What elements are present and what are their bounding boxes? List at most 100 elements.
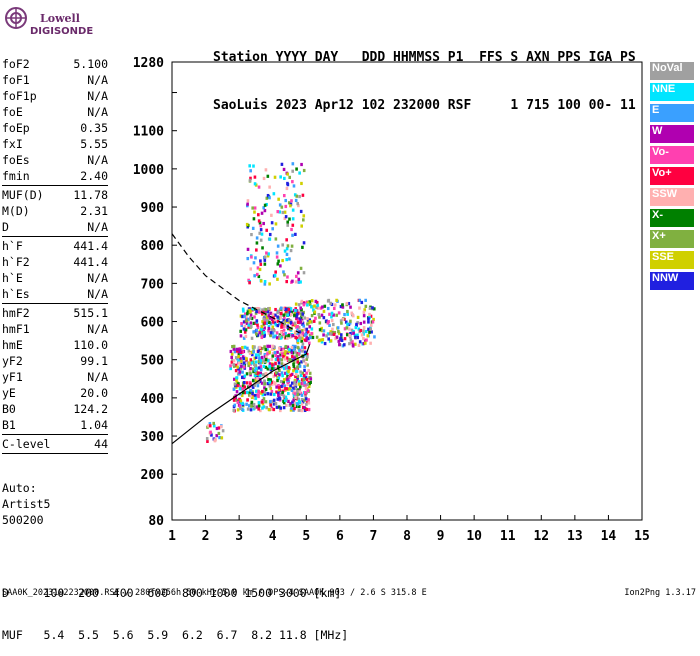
echo-point (305, 352, 309, 357)
echo-point (253, 206, 257, 210)
echo-point (265, 251, 268, 255)
echo-point (249, 408, 253, 412)
echo-point (248, 393, 251, 397)
echo-point (281, 374, 284, 378)
echo-point (251, 385, 255, 389)
echo-point (310, 299, 314, 303)
echo-point (372, 317, 375, 322)
logo-line2: DIGISONDE (30, 26, 94, 37)
x-tick-label: 9 (437, 529, 445, 544)
echo-point (323, 341, 327, 346)
echo-point (257, 213, 260, 217)
echo-point (274, 237, 278, 241)
echo-point (284, 331, 287, 336)
echo-point (232, 408, 236, 413)
echo-point (290, 381, 294, 385)
echo-point (256, 266, 260, 270)
echo-point (285, 186, 289, 191)
echo-point (274, 353, 278, 358)
echo-point (298, 400, 302, 405)
echo-point (338, 343, 341, 347)
param-row: D N/A (2, 219, 108, 235)
echo-point (266, 174, 270, 178)
x-tick-label: 10 (466, 529, 482, 544)
echo-point (250, 395, 254, 400)
echo-point (243, 330, 247, 334)
echo-point (368, 312, 371, 317)
y-tick-label: 200 (141, 468, 165, 483)
echo-point (285, 336, 289, 340)
x-tick-label: 7 (370, 529, 378, 544)
echo-point (237, 367, 240, 371)
echo-point (255, 310, 258, 314)
echo-point (299, 310, 303, 314)
x-tick-label: 12 (533, 529, 549, 544)
legend-item: Vo- (650, 146, 694, 164)
echo-point (281, 243, 285, 247)
echo-point (261, 393, 265, 397)
echo-point (297, 397, 300, 401)
echo-point (293, 311, 297, 316)
echo-point (302, 168, 306, 173)
echo-point (274, 313, 277, 317)
echo-point (286, 220, 290, 224)
echo-point (249, 358, 253, 362)
echo-point (342, 343, 346, 347)
param-row: B0 124.2 (2, 401, 108, 417)
echo-point (237, 351, 241, 355)
echo-point (235, 349, 239, 353)
echo-point (251, 390, 254, 394)
echo-point (276, 324, 280, 328)
echo-point (244, 328, 248, 332)
echo-point (326, 299, 330, 303)
echo-point (268, 384, 272, 388)
echo-point (286, 183, 290, 187)
echo-point (277, 197, 280, 201)
echo-point (256, 377, 259, 381)
echo-point (300, 339, 303, 343)
echo-point (263, 262, 267, 266)
param-value: N/A (87, 105, 108, 119)
echo-point (261, 320, 264, 324)
autoscaling-info: Auto: Artist5 500200 (2, 480, 50, 528)
echo-point (247, 349, 251, 353)
echo-point (265, 196, 269, 200)
echo-point (333, 303, 337, 307)
echo-point (297, 379, 301, 384)
echo-point (290, 388, 294, 393)
echo-point (252, 363, 256, 367)
echo-point (292, 364, 296, 368)
param-row: fxI 5.55 (2, 136, 108, 152)
echo-point (240, 321, 243, 326)
echo-point (235, 390, 239, 394)
param-label: foF2 (2, 57, 30, 71)
echo-point (237, 353, 241, 357)
echo-point (302, 214, 306, 218)
echo-point (295, 353, 299, 358)
echo-point (261, 308, 264, 312)
echo-point (239, 406, 242, 411)
auto-code: 500200 (2, 513, 44, 527)
echo-point (276, 315, 279, 319)
echo-point (298, 317, 302, 321)
echo-point (308, 325, 312, 329)
echo-point (283, 307, 287, 312)
echo-point (251, 307, 254, 311)
echo-point (255, 307, 259, 311)
echo-point (205, 437, 209, 441)
param-value: 1.04 (80, 418, 108, 432)
echo-point (213, 438, 217, 442)
echo-point (293, 392, 297, 396)
echo-point (272, 392, 276, 397)
echo-point (295, 167, 298, 171)
echo-point (293, 356, 297, 360)
echo-point (294, 383, 298, 387)
echo-point (263, 390, 267, 394)
echo-point (241, 387, 245, 391)
echo-point (294, 198, 298, 203)
echo-point (298, 388, 301, 392)
echo-point (285, 257, 289, 262)
echo-point (245, 319, 248, 323)
echo-point (236, 372, 240, 376)
echo-point (268, 320, 271, 325)
